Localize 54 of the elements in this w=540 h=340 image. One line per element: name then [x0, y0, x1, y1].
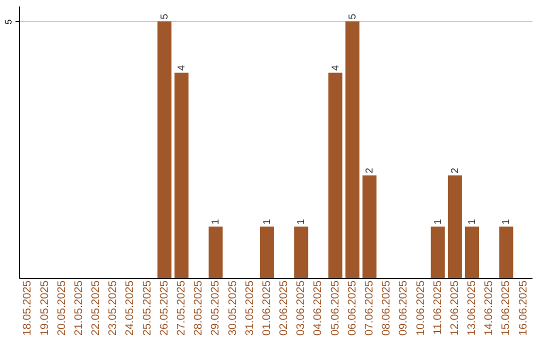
bar [294, 226, 308, 278]
data-label: 1 [432, 218, 444, 225]
data-label: 1 [501, 218, 512, 225]
x-tick-label: 28.05.2025 [192, 280, 205, 336]
data-label: 1 [210, 218, 222, 225]
x-tick-label: 03.06.2025 [295, 280, 308, 336]
x-tick-label: 23.05.2025 [107, 280, 120, 336]
data-label: 5 [347, 13, 358, 20]
x-tick-label: 14.06.2025 [483, 280, 496, 336]
data-label: 2 [364, 167, 376, 174]
x-tick-label: 06.06.2025 [346, 280, 358, 336]
bar [260, 226, 274, 278]
x-tick-label: 31.05.2025 [244, 280, 256, 336]
x-tick-label: 02.06.2025 [278, 280, 290, 336]
x-tick-label: 25.05.2025 [141, 280, 154, 336]
bar [157, 21, 172, 278]
data-label: 5 [159, 13, 170, 20]
bar [174, 72, 189, 278]
x-tick-label: 27.05.2025 [176, 280, 188, 336]
x-tick-label: 18.05.2025 [22, 280, 34, 336]
bar [448, 175, 462, 278]
bar [430, 226, 445, 278]
x-tick-label: 26.05.2025 [158, 280, 170, 336]
bar [465, 226, 480, 278]
x-tick-label: 09.06.2025 [398, 280, 410, 336]
x-tick-label: 05.06.2025 [329, 280, 342, 336]
x-tick-label: 21.05.2025 [72, 280, 85, 336]
data-label: 2 [450, 167, 461, 174]
bar [345, 21, 360, 278]
x-tick-label: 13.06.2025 [466, 280, 478, 336]
x-tick-label: 08.06.2025 [380, 280, 393, 336]
bar [328, 72, 342, 278]
x-tick-label: 30.05.2025 [226, 280, 239, 336]
x-tick-label: 07.06.2025 [363, 280, 376, 336]
data-label: 4 [330, 64, 342, 71]
bar [208, 226, 223, 278]
data-label: 1 [262, 218, 273, 225]
x-tick-label: 20.05.2025 [56, 280, 68, 336]
data-label: 1 [467, 218, 478, 225]
x-tick-label: 22.05.2025 [90, 280, 102, 336]
x-tick-label: 01.06.2025 [260, 280, 273, 336]
x-tick-label: 29.05.2025 [210, 280, 222, 336]
x-tick-label: 24.05.2025 [124, 280, 136, 336]
x-tick-label: 15.06.2025 [500, 280, 512, 336]
bar [362, 175, 376, 278]
x-tick-label: 16.06.2025 [517, 280, 530, 336]
bar [499, 226, 514, 278]
x-tick-label: 10.06.2025 [414, 280, 427, 336]
x-tick-label: 12.06.2025 [448, 280, 461, 336]
data-label: 4 [176, 64, 188, 71]
x-tick-label: 11.06.2025 [432, 280, 444, 335]
data-label: 1 [296, 218, 308, 225]
x-tick-label: 04.06.2025 [312, 280, 324, 336]
x-tick-label: 19.05.2025 [38, 280, 51, 336]
